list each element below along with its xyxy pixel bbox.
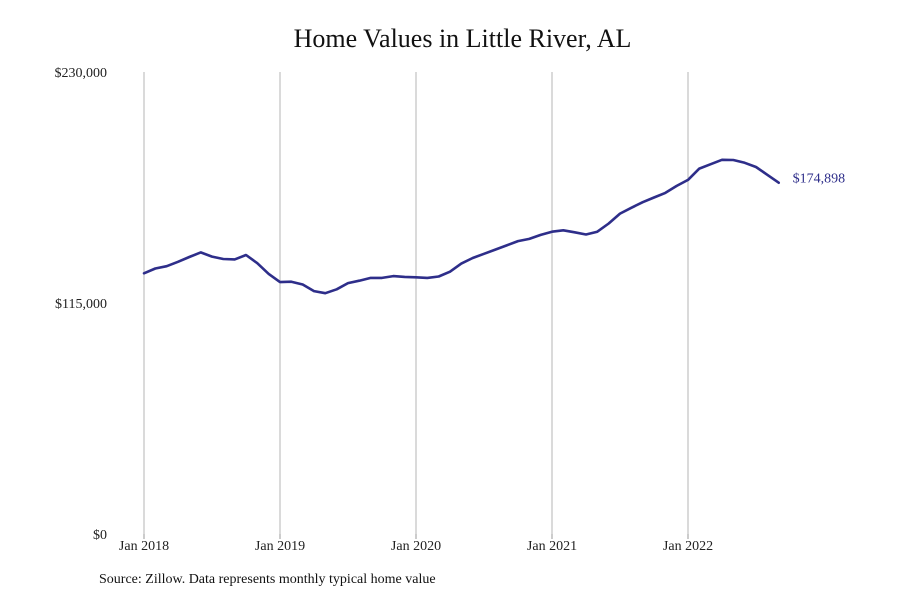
source-note: Source: Zillow. Data represents monthly … [99, 572, 436, 587]
x-axis: Jan 2018 Jan 2019 Jan 2020 Jan 2021 Jan 2022 [119, 534, 713, 554]
end-value-label: $174,898 [793, 172, 846, 187]
x-tick-label: Jan 2021 [527, 539, 577, 554]
chart-title: Home Values in Little River, AL [293, 24, 632, 53]
x-tick-label: Jan 2018 [119, 539, 169, 554]
gridlines [143, 72, 689, 534]
series-line [142, 158, 781, 295]
x-tick-label: Jan 2022 [663, 539, 713, 554]
series-layer: $174,898 [142, 158, 846, 295]
x-tick-label: Jan 2020 [391, 539, 441, 554]
x-tick-label: Jan 2019 [255, 539, 305, 554]
y-axis: $0 $115,000 $230,000 [55, 66, 108, 543]
y-tick-label: $230,000 [55, 66, 108, 81]
y-tick-label: $0 [93, 528, 107, 543]
y-tick-label: $115,000 [55, 297, 107, 312]
